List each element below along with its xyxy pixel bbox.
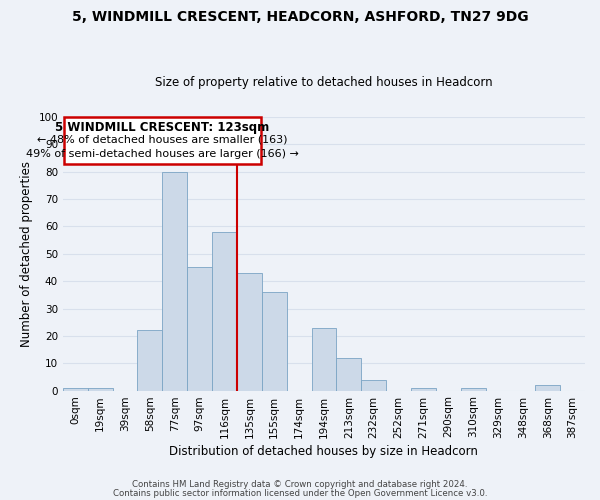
Text: Contains public sector information licensed under the Open Government Licence v3: Contains public sector information licen… [113,488,487,498]
Bar [237,273,262,390]
Bar [163,172,187,390]
Bar [361,380,386,390]
Text: 5 WINDMILL CRESCENT: 123sqm: 5 WINDMILL CRESCENT: 123sqm [55,121,269,134]
FancyBboxPatch shape [64,117,260,164]
Text: 49% of semi-detached houses are larger (166) →: 49% of semi-detached houses are larger (… [26,148,299,158]
Bar [88,388,113,390]
Bar [535,385,560,390]
Bar [411,388,436,390]
Bar [212,232,237,390]
Bar [461,388,485,390]
Text: Contains HM Land Registry data © Crown copyright and database right 2024.: Contains HM Land Registry data © Crown c… [132,480,468,489]
Bar [187,268,212,390]
Bar [137,330,163,390]
Y-axis label: Number of detached properties: Number of detached properties [20,161,33,347]
Text: ← 48% of detached houses are smaller (163): ← 48% of detached houses are smaller (16… [37,135,287,145]
Bar [63,388,88,390]
Bar [311,328,337,390]
X-axis label: Distribution of detached houses by size in Headcorn: Distribution of detached houses by size … [169,444,478,458]
Bar [262,292,287,390]
Title: Size of property relative to detached houses in Headcorn: Size of property relative to detached ho… [155,76,493,90]
Text: 5, WINDMILL CRESCENT, HEADCORN, ASHFORD, TN27 9DG: 5, WINDMILL CRESCENT, HEADCORN, ASHFORD,… [71,10,529,24]
Bar [337,358,361,390]
